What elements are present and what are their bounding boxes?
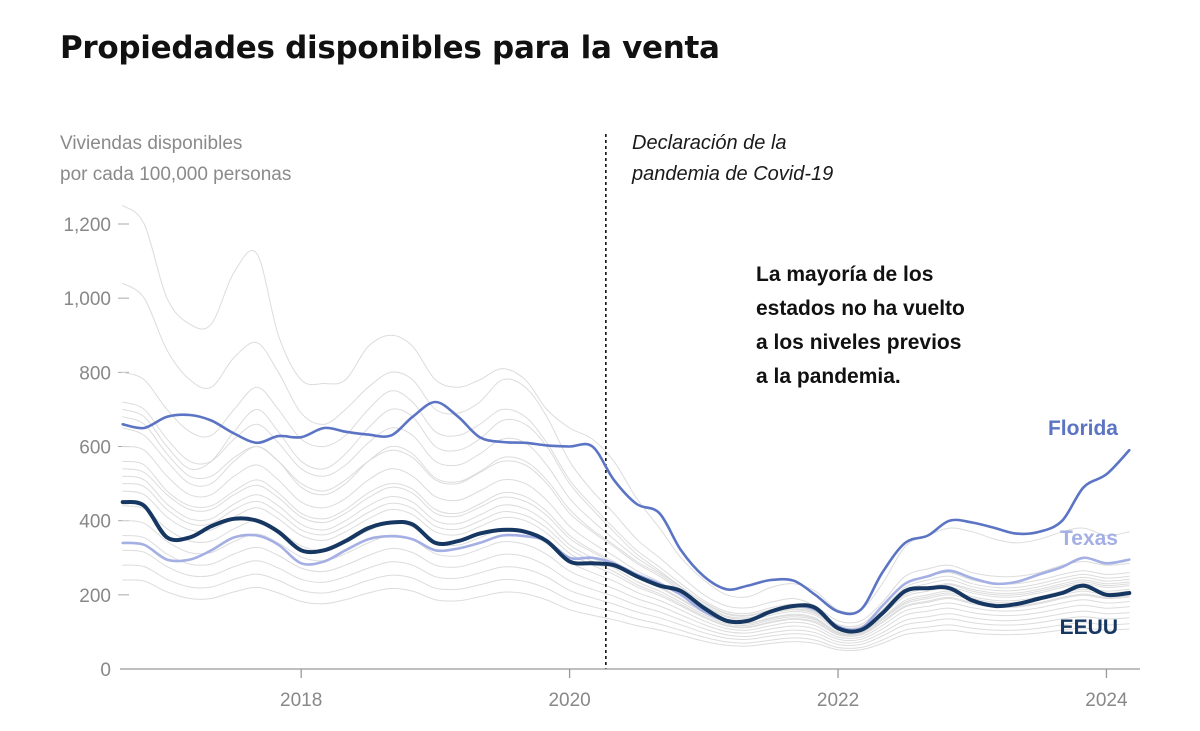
state-line <box>122 483 1130 637</box>
state-line <box>122 475 1130 636</box>
y-tick-label: 600 <box>79 438 111 459</box>
y-tick-label: 200 <box>79 586 111 607</box>
series-labels: Florida Texas EEUU <box>1048 417 1118 639</box>
chart-annotation: La mayoría de los estados no ha vuelto a… <box>756 258 965 394</box>
chart-title: Propiedades disponibles para la venta <box>60 30 720 66</box>
y-axis: 0 200 400 600 800 1,000 1,200 <box>63 215 129 681</box>
x-tick-label: 2020 <box>548 690 590 711</box>
state-line <box>122 446 1130 633</box>
series-label-eeuu: EEUU <box>1060 616 1118 639</box>
y-tick-label: 1,000 <box>63 289 111 310</box>
state-line <box>122 401 1130 629</box>
event-label-line-1: Declaración de la <box>632 132 787 154</box>
state-line <box>122 579 1130 652</box>
series-line-florida <box>121 400 1131 616</box>
state-lines <box>122 205 1130 652</box>
state-line <box>122 520 1130 642</box>
state-line <box>122 549 1130 647</box>
annotation-line-1: La mayoría de los <box>756 263 934 286</box>
state-line <box>122 205 1130 613</box>
x-tick-label: 2024 <box>1085 690 1128 711</box>
state-line <box>122 416 1130 631</box>
y-tick-label: 0 <box>100 660 111 681</box>
series-label-florida: Florida <box>1048 417 1118 440</box>
series-label-texas: Texas <box>1060 527 1118 550</box>
x-tick-label: 2018 <box>280 690 322 711</box>
state-line <box>122 371 1130 628</box>
y-axis-title-line-2: por cada 100,000 personas <box>60 164 292 185</box>
y-tick-label: 1,200 <box>63 215 111 236</box>
annotation-line-4: a la pandemia. <box>756 365 901 388</box>
state-line <box>122 282 1130 624</box>
event-label: Declaración de la pandemia de Covid-19 <box>632 128 833 190</box>
annotation-line-3: a los niveles previos <box>756 331 962 354</box>
state-line <box>122 505 1130 640</box>
y-tick-label: 400 <box>79 512 111 533</box>
y-axis-title: Viviendas disponibles por cada 100,000 p… <box>60 128 291 190</box>
state-line <box>122 490 1130 637</box>
y-tick-label: 800 <box>79 363 111 384</box>
state-line <box>122 408 1130 630</box>
event-label-line-2: pandemia de Covid-19 <box>632 163 834 185</box>
state-line <box>122 535 1130 644</box>
y-axis-title-line-1: Viviendas disponibles <box>60 133 243 154</box>
series-line-eeuu <box>120 500 1132 634</box>
highlighted-lines <box>120 400 1132 634</box>
annotation-line-2: estados no ha vuelto <box>756 297 965 320</box>
state-line <box>122 564 1130 649</box>
x-axis: 2018 2020 2022 2024 <box>280 669 1128 711</box>
state-line <box>122 427 1130 631</box>
x-tick-label: 2022 <box>817 690 859 711</box>
